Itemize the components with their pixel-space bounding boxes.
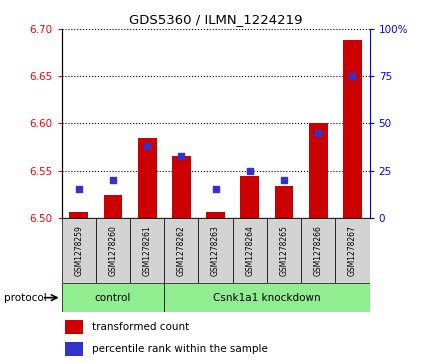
Bar [335, 218, 370, 283]
Text: GSM1278259: GSM1278259 [74, 225, 83, 276]
Point [315, 130, 322, 136]
Bar [130, 218, 164, 283]
Bar [198, 218, 233, 283]
Text: percentile rank within the sample: percentile rank within the sample [92, 344, 268, 354]
Bar [172, 156, 191, 218]
Text: GSM1278264: GSM1278264 [246, 225, 254, 276]
Bar [309, 123, 328, 218]
Bar [62, 283, 164, 312]
Text: protocol: protocol [4, 293, 47, 303]
Bar [267, 218, 301, 283]
Bar [65, 342, 83, 356]
Text: GSM1278267: GSM1278267 [348, 225, 357, 276]
Bar [343, 40, 362, 218]
Bar [103, 195, 122, 218]
Point [246, 168, 253, 174]
Bar [301, 218, 335, 283]
Text: GSM1278260: GSM1278260 [108, 225, 117, 276]
Point [212, 187, 219, 192]
Bar [62, 218, 96, 283]
Text: GSM1278265: GSM1278265 [279, 225, 289, 276]
Bar [240, 176, 259, 218]
Text: Csnk1a1 knockdown: Csnk1a1 knockdown [213, 293, 321, 303]
Bar [233, 218, 267, 283]
Bar [96, 218, 130, 283]
Text: transformed count: transformed count [92, 322, 190, 332]
Point [75, 187, 82, 192]
Text: GSM1278261: GSM1278261 [143, 225, 152, 276]
Bar [70, 212, 88, 218]
Text: GSM1278266: GSM1278266 [314, 225, 323, 276]
Bar [138, 138, 157, 218]
Text: GSM1278263: GSM1278263 [211, 225, 220, 276]
Bar [65, 320, 83, 334]
Point [178, 152, 185, 158]
Bar [206, 212, 225, 218]
Point [110, 177, 117, 183]
Bar [164, 218, 198, 283]
Point [281, 177, 288, 183]
Point [143, 143, 150, 149]
Bar [275, 186, 293, 218]
Text: GSM1278262: GSM1278262 [177, 225, 186, 276]
Text: control: control [95, 293, 131, 303]
Title: GDS5360 / ILMN_1224219: GDS5360 / ILMN_1224219 [129, 13, 302, 26]
Point [349, 73, 356, 79]
Bar [164, 283, 370, 312]
